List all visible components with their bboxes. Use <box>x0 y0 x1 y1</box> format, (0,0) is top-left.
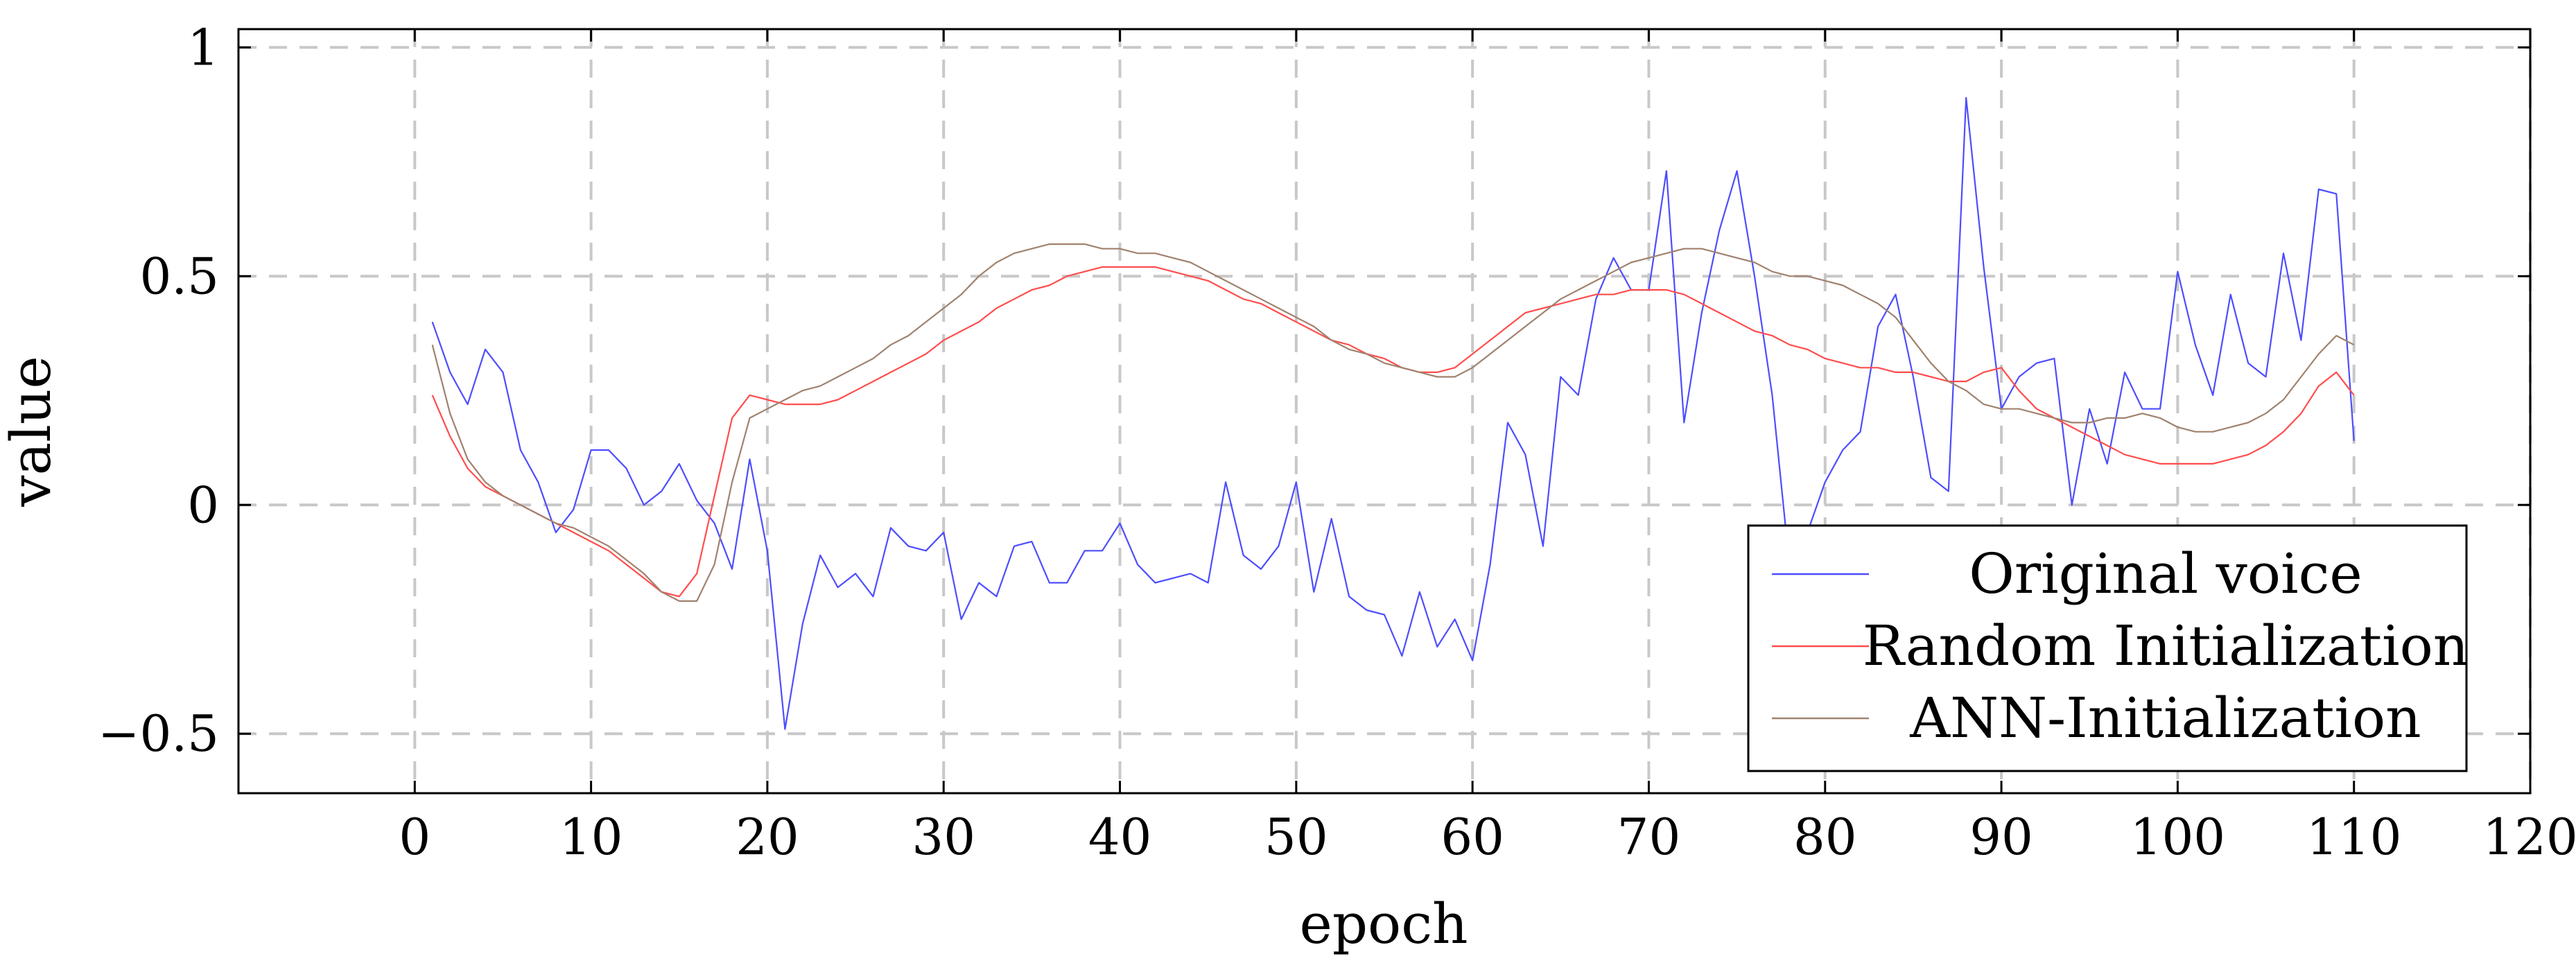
x-tick-label: 40 <box>1088 808 1152 866</box>
x-tick-label: 20 <box>736 808 799 866</box>
series-line-1 <box>431 96 2355 730</box>
x-tick-label: 50 <box>1264 808 1328 866</box>
x-tick-label: 60 <box>1441 808 1504 866</box>
x-tick-label: 70 <box>1617 808 1681 866</box>
y-tick-label: 0 <box>187 476 219 534</box>
x-tick-label: 90 <box>1969 808 2033 866</box>
x-axis-label: epoch <box>1299 892 1468 956</box>
legend-box <box>1747 524 2468 772</box>
series-line-2 <box>431 266 2355 598</box>
legend-label: ANN-Initialization <box>1909 686 2421 750</box>
y-axis-label: value <box>0 356 63 507</box>
y-tick-label: 1 <box>187 18 219 76</box>
series-line-3 <box>431 243 2355 603</box>
legend-label: Original voice <box>1969 542 2362 606</box>
y-tick-label: 0.5 <box>139 247 219 305</box>
grid <box>238 29 2532 793</box>
tick-labels: 0 10 20 30 40 50 60 70 80 90 100 110 120 −0.5 0 0.5 1 <box>98 18 2576 866</box>
legend-label: Random Initialization <box>1863 614 2469 678</box>
axes <box>237 28 2532 795</box>
x-tick-label: 80 <box>1793 808 1857 866</box>
x-tick-label: 100 <box>2130 808 2225 866</box>
y-tick-label: −0.5 <box>98 704 219 763</box>
x-tick-label: 110 <box>2306 808 2401 866</box>
x-tick-label: 10 <box>559 808 623 866</box>
x-tick-label: 30 <box>912 808 975 866</box>
legend: Original voice Random Initialization ANN-I… <box>1747 524 2469 772</box>
series-lines <box>431 96 2355 730</box>
x-tick-label: 0 <box>399 808 430 866</box>
plot-frame <box>237 28 2532 795</box>
x-tick-label: 120 <box>2482 808 2576 866</box>
